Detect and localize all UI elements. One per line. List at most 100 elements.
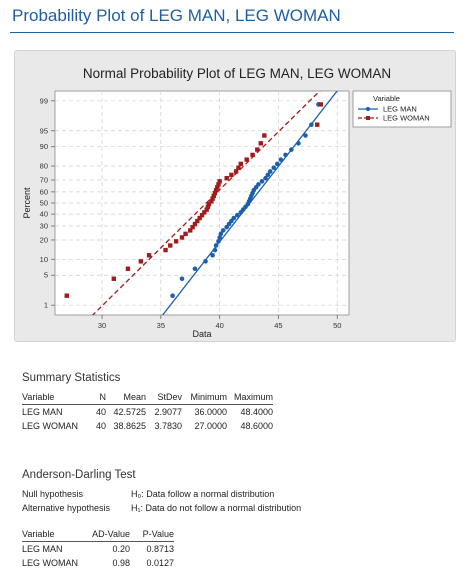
x-axis-label: Data xyxy=(192,329,211,339)
alt-hypothesis-text: H₁: Data do not follow a normal distribu… xyxy=(131,503,302,513)
data-point xyxy=(217,179,222,184)
data-point xyxy=(218,231,224,237)
y-tick-label: 99 xyxy=(40,96,48,105)
page-title: Probability Plot of LEG MAN, LEG WOMAN xyxy=(12,6,341,25)
ad-test-row: LEG WOMAN 0.98 0.0127 xyxy=(22,556,174,570)
data-point xyxy=(259,179,265,184)
y-tick-label: 1 xyxy=(44,301,48,310)
y-tick-label: 10 xyxy=(40,255,48,264)
data-point xyxy=(203,259,208,264)
data-point xyxy=(205,204,211,210)
y-axis-label: Percent xyxy=(22,187,32,219)
legend-marker xyxy=(365,106,371,112)
data-point xyxy=(217,235,222,240)
summary-cell: 3.7830 xyxy=(154,421,182,431)
y-tick-label: 70 xyxy=(40,175,48,184)
ad-test-cell: 0.98 xyxy=(112,558,130,568)
data-point xyxy=(146,253,152,258)
x-tick-label: 45 xyxy=(274,321,282,330)
data-point xyxy=(188,228,193,233)
null-hypothesis-label: Null hypothesis xyxy=(22,489,84,499)
data-point xyxy=(138,259,144,264)
ad-test-cell: 0.8713 xyxy=(146,544,174,554)
data-point xyxy=(233,169,239,174)
data-point xyxy=(289,147,294,152)
y-tick-label: 80 xyxy=(40,162,48,171)
data-point xyxy=(271,165,277,171)
data-point xyxy=(213,188,219,193)
data-point xyxy=(229,172,234,178)
y-tick-label: 30 xyxy=(40,222,48,231)
data-point xyxy=(190,224,195,230)
data-point xyxy=(283,152,288,158)
data-point xyxy=(262,133,267,138)
summary-header-row: Variable N Mean StDev Minimum Maximum xyxy=(22,390,273,405)
data-point xyxy=(204,207,209,212)
data-point xyxy=(210,252,215,258)
data-point xyxy=(303,133,308,138)
summary-cell: 48.6000 xyxy=(240,421,273,431)
data-point xyxy=(255,147,260,152)
alt-hypothesis-label: Alternative hypothesis xyxy=(22,503,111,513)
y-tick-label: 5 xyxy=(44,271,48,280)
summary-cell: 48.4000 xyxy=(240,407,273,417)
data-point xyxy=(250,152,255,158)
data-point xyxy=(234,212,240,218)
data-point xyxy=(197,215,202,221)
data-point xyxy=(296,141,301,146)
data-point xyxy=(315,122,320,127)
x-tick-label: 50 xyxy=(333,321,341,330)
data-point xyxy=(111,276,116,281)
data-point xyxy=(318,102,323,107)
ad-test-table: Variable AD-Value P-Value LEG MAN 0.20 0.871… xyxy=(22,527,174,570)
data-point xyxy=(213,243,219,248)
data-point xyxy=(231,215,237,221)
ad-test-column-header: P-Value xyxy=(130,527,174,542)
data-point xyxy=(238,161,244,167)
summary-column-header: Variable xyxy=(22,390,84,405)
data-point xyxy=(263,175,268,181)
summary-cell: 36.0000 xyxy=(194,407,227,417)
data-point xyxy=(216,182,221,187)
data-point xyxy=(224,175,229,181)
data-point xyxy=(179,276,185,282)
data-point xyxy=(125,266,131,271)
data-point xyxy=(212,190,218,196)
x-tick-label: 35 xyxy=(157,321,165,330)
data-point xyxy=(163,247,168,253)
summary-cell: 40 xyxy=(95,421,106,431)
data-point xyxy=(258,141,263,146)
data-point xyxy=(195,218,200,224)
summary-heading: Summary Statistics xyxy=(22,372,121,384)
data-point xyxy=(236,165,241,170)
ad-test-column-header: AD-Value xyxy=(80,527,130,542)
legend-marker xyxy=(366,116,370,120)
y-tick-label: 50 xyxy=(40,199,48,208)
y-tick-label: 95 xyxy=(40,126,48,135)
legend-label: LEG WOMAN xyxy=(383,114,430,123)
ad-test-cell: 0.20 xyxy=(112,544,130,554)
grid xyxy=(55,91,349,315)
data-point xyxy=(220,228,226,233)
y-tick-label: 60 xyxy=(40,187,48,196)
data-point xyxy=(170,293,175,299)
data-point xyxy=(309,122,314,127)
data-points xyxy=(64,102,323,299)
data-point xyxy=(168,243,173,248)
summary-cell: 42.5725 xyxy=(113,407,146,417)
legend-title: Variable xyxy=(373,94,400,103)
data-point xyxy=(199,213,205,218)
data-point xyxy=(244,157,249,162)
data-point xyxy=(64,293,69,298)
data-point xyxy=(212,247,218,253)
x-tick-label: 40 xyxy=(215,321,223,330)
data-point xyxy=(215,185,220,190)
data-point xyxy=(274,161,280,167)
data-point xyxy=(183,231,188,237)
chart-panel: Normal Probability Plot of LEG MAN, LEG … xyxy=(14,50,456,342)
ad-test-row: LEG MAN 0.20 0.8713 xyxy=(22,542,174,557)
ad-header-row: Variable AD-Value P-Value xyxy=(22,527,174,542)
data-point xyxy=(192,221,198,227)
fit-line xyxy=(91,91,321,315)
